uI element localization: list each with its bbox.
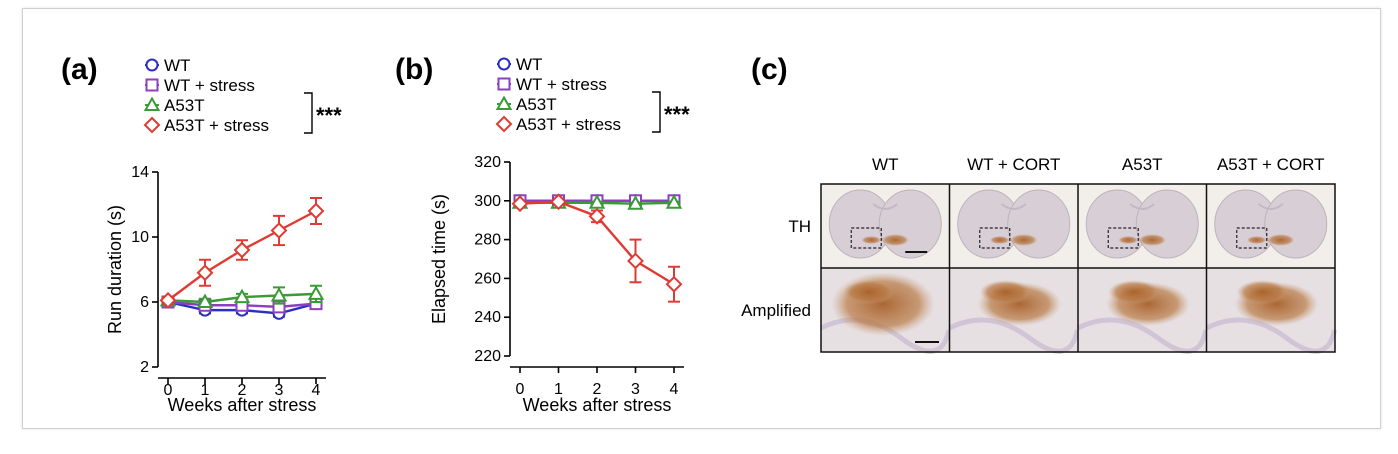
- panel-a-data-point: [196, 264, 214, 282]
- inset-box: [979, 227, 1011, 249]
- panel-b-y-label: Elapsed time (s): [429, 194, 449, 324]
- panel-a-xtick-label: 0: [164, 382, 173, 399]
- panel-c-column-label-0: WT: [872, 155, 898, 174]
- panel-b-legend-marker-0: [497, 57, 511, 71]
- panel-a-xtick-label: 4: [312, 382, 321, 399]
- panel-a-legend-label-3: A53T + stress: [164, 116, 269, 135]
- panel-a-data-point: [270, 222, 288, 239]
- panel-b-xtick-label: 0: [516, 381, 525, 398]
- panel-a-letter: (a): [61, 53, 98, 86]
- panel-a-data-point: [233, 241, 251, 259]
- panel-b-ytick-label: 260: [474, 270, 501, 287]
- panel-b-xtick-label: 3: [631, 381, 640, 398]
- figure-card: (a) 2 6 10 14 0 1 2 3 4 Weeks after stress Run dura…: [22, 8, 1381, 429]
- th-section-image-2: [1078, 184, 1207, 268]
- panel-b-legend-label-0: WT: [516, 55, 542, 74]
- panel-b-xtick-label: 4: [670, 381, 679, 398]
- panel-b-ytick-label: 280: [474, 232, 501, 249]
- panel-b-ytick-label: 220: [474, 348, 501, 365]
- panel-b-x-label: Weeks after stress: [523, 395, 672, 415]
- panel-a-xtick-label: 1: [201, 382, 210, 399]
- th-section-image-3: [1206, 184, 1335, 268]
- panel-c-row-label-0: TH: [788, 217, 811, 236]
- panel-b-significance-bracket: [652, 91, 661, 133]
- panel-a-ytick-label: 10: [131, 229, 149, 246]
- amplified-image-0: [819, 268, 952, 354]
- panel-b-legend-marker-1: [497, 77, 511, 91]
- panel-b-series-3: [511, 193, 683, 303]
- th-section-image-1: [949, 184, 1078, 268]
- panel-c-row-label-1: Amplified: [741, 301, 811, 320]
- panel-a-ytick-label: 6: [140, 294, 149, 311]
- panel-a-xtick-label: 2: [238, 382, 247, 399]
- panel-b-legend-label-2: A53T: [516, 95, 557, 114]
- th-section-image-0: [821, 184, 950, 268]
- panel-a-data-point: [270, 286, 288, 302]
- panel-b-data-point: [588, 207, 606, 225]
- panel-b-ytick-label: 240: [474, 309, 501, 326]
- panel-a-significance-label: ***: [316, 103, 342, 128]
- panel-b-significance-label: ***: [664, 102, 690, 127]
- panel-b-data-point: [627, 252, 644, 270]
- panel-b-xtick-label: 1: [554, 381, 563, 398]
- amplified-image-1: [948, 268, 1080, 354]
- panel-a-legend-marker-3: [143, 116, 161, 134]
- panel-a-ytick-label: 14: [131, 164, 149, 181]
- panel-a-legend-marker-1: [145, 78, 159, 92]
- panel-b-data-point: [665, 194, 683, 209]
- panel-b-data-point: [588, 194, 606, 209]
- panel-a-ytick-label: 2: [140, 359, 149, 376]
- amplified-image-2: [1076, 268, 1209, 354]
- panel-b-data-point: [511, 195, 529, 213]
- panel-c-column-label-2: A53T: [1122, 155, 1163, 174]
- panel-b-legend-label-3: A53T + stress: [516, 115, 621, 134]
- panel-a-significance-bracket: [304, 92, 313, 134]
- panel-a-data-point: [307, 202, 325, 220]
- panel-b-legend-marker-2: [495, 95, 513, 110]
- panel-c-column-label-1: WT + CORT: [967, 155, 1060, 174]
- panel-b-xtick-label: 2: [593, 381, 602, 398]
- panel-a-legend-marker-2: [143, 96, 161, 111]
- panel-b-letter: (b): [395, 53, 433, 86]
- inset-box: [1107, 227, 1139, 249]
- panel-b-ytick-label: 320: [474, 154, 501, 171]
- panel-b-data-point: [627, 195, 644, 210]
- panel-a-x-label: Weeks after stress: [168, 395, 317, 415]
- inset-box: [850, 227, 882, 249]
- panel-a-data-point: [233, 288, 251, 304]
- panel-a-legend-label-2: A53T: [164, 96, 205, 115]
- panel-c-letter: (c): [751, 53, 788, 86]
- panel-b-ytick-label: 300: [474, 193, 501, 210]
- panel-c-column-label-3: A53T + CORT: [1217, 155, 1325, 174]
- panel-a-xtick-label: 3: [275, 382, 284, 399]
- panel-b-legend-marker-3: [495, 115, 513, 133]
- amplified-image-3: [1205, 268, 1337, 354]
- inset-box: [1236, 227, 1268, 249]
- panel-a-data-point: [196, 293, 214, 308]
- panel-b-legend-label-1: WT + stress: [516, 75, 607, 94]
- panel-a-data-point: [307, 285, 325, 300]
- panel-a-series-3: [159, 197, 325, 309]
- panel-b-data-point: [665, 275, 683, 293]
- panel-a-data-point: [159, 291, 177, 309]
- panel-a-legend-label-0: WT: [164, 56, 190, 75]
- panel-a-y-label: Run duration (s): [105, 205, 125, 334]
- panel-b-data-point: [550, 193, 567, 211]
- panel-a-legend-marker-0: [145, 58, 159, 72]
- panel-a-legend-label-1: WT + stress: [164, 76, 255, 95]
